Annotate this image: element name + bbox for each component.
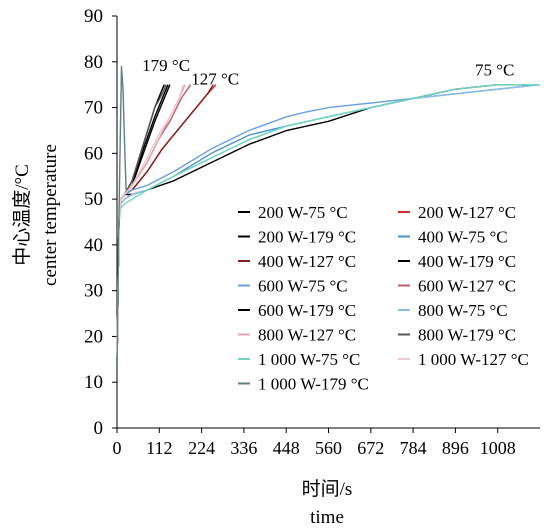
legend-label-3: 400 W-75 °C: [418, 228, 508, 247]
legend-label-13: 1 000 W-127 °C: [418, 350, 529, 369]
legend-label-6: 600 W-75 °C: [258, 277, 348, 296]
legend-label-0: 200 W-75 °C: [258, 203, 348, 222]
y-tick-label: 50: [84, 189, 103, 210]
annotation-label-1: 127 °C: [191, 70, 239, 89]
legend-label-12: 1 000 W-75 °C: [258, 350, 360, 369]
series-line-2: [116, 84, 171, 369]
series-line-12: [116, 83, 540, 369]
x-tick-label: 672: [357, 438, 384, 458]
y-tick-label: 40: [84, 235, 103, 256]
y-tick-label: 70: [84, 98, 103, 119]
y-axis-label-cn: 中心温度/°C: [11, 164, 33, 266]
y-ticks: 0 10 20 30 40 50 60 70 80 90: [84, 6, 117, 439]
legend-label-2: 200 W-179 °C: [258, 228, 356, 247]
legend-label-7: 600 W-127 °C: [418, 277, 516, 296]
y-tick-label: 80: [84, 52, 103, 73]
legend: 200 W-75 °C 200 W-127 °C 200 W-179 °C 400 W…: [238, 203, 529, 394]
x-axis-label-cn: 时间/s: [302, 478, 353, 500]
legend-label-11: 800 W-179 °C: [418, 326, 516, 345]
x-tick-label: 1008: [480, 438, 516, 458]
annotation-label-2: 75 °C: [475, 61, 514, 80]
legend-label-9: 800 W-75 °C: [418, 301, 508, 320]
y-tick-label: 60: [84, 143, 103, 164]
series-line-14: [116, 65, 127, 369]
x-tick-label: 560: [315, 438, 342, 458]
legend-label-5: 400 W-179 °C: [418, 252, 516, 271]
legend-label-14: 1 000 W-179 °C: [258, 375, 369, 394]
y-tick-label: 0: [94, 418, 104, 439]
x-tick-label: 112: [146, 438, 172, 458]
x-ticks: 0 112 224 336 448 560 672 784 896 1008: [113, 428, 516, 458]
x-tick-label: 336: [230, 438, 257, 458]
series-layer: [116, 65, 541, 369]
x-tick-label: 784: [400, 438, 427, 458]
x-tick-label: 0: [113, 438, 122, 458]
legend-label-4: 400 W-127 °C: [258, 252, 356, 271]
legend-label-1: 200 W-127 °C: [418, 203, 516, 222]
x-tick-label: 224: [188, 438, 215, 458]
x-tick-label: 448: [273, 438, 300, 458]
legend-label-10: 800 W-127 °C: [258, 326, 356, 345]
annotation-label-0: 179 °C: [142, 56, 190, 75]
legend-label-8: 600 W-179 °C: [258, 301, 356, 320]
series-line-13: [116, 84, 184, 369]
x-axis-label-en: time: [310, 507, 344, 528]
x-tick-label: 896: [442, 438, 469, 458]
y-axis-label-en: center temperature: [40, 144, 61, 286]
y-tick-label: 10: [84, 372, 103, 393]
y-tick-label: 90: [84, 6, 103, 27]
y-tick-label: 20: [84, 326, 103, 347]
y-tick-label: 30: [84, 281, 103, 302]
